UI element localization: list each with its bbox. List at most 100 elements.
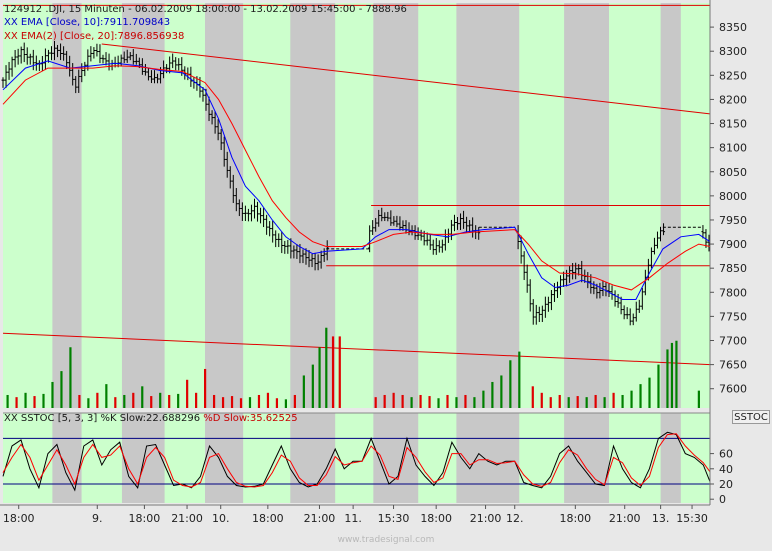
stochastic-panel-tag[interactable]: SSTOC <box>732 410 770 424</box>
price-tick-label: 8000 <box>719 190 747 203</box>
time-tick-label: 18:00 <box>559 512 591 525</box>
volume-bar <box>15 397 18 408</box>
volume-bar <box>401 394 404 408</box>
price-tick-label: 8150 <box>719 118 747 131</box>
stochastic-tick-label: 40 <box>719 463 733 476</box>
watermark: www.tradesignal.com <box>337 535 435 545</box>
volume-bar <box>33 396 36 408</box>
volume-bar <box>383 394 386 408</box>
volume-bar <box>612 392 615 408</box>
volume-bar <box>60 371 63 408</box>
price-tick-label: 8300 <box>719 45 747 58</box>
volume-bar <box>311 364 314 408</box>
session-band <box>121 413 165 503</box>
volume-bar <box>455 397 458 408</box>
volume-bar <box>603 397 606 408</box>
ema20-line <box>2 65 711 291</box>
ema10-legend[interactable]: XX EMA [Close, 10]:7911.709843 <box>4 17 171 28</box>
volume-bar <box>186 379 189 408</box>
volume-bar <box>518 351 521 408</box>
volume-bar <box>204 368 207 408</box>
volume-bar <box>558 394 561 408</box>
volume-bar <box>500 375 503 408</box>
session-band <box>290 3 336 408</box>
volume-bar <box>230 396 234 408</box>
volume-bar <box>239 398 243 408</box>
price-tick-label: 7750 <box>719 310 747 323</box>
stochastic-tick-label: 60 <box>719 448 733 461</box>
volume-bar <box>284 399 287 408</box>
volume-bar <box>331 336 335 408</box>
volume-bar <box>114 397 117 408</box>
trend-line <box>101 43 711 115</box>
volume-bar <box>302 375 305 408</box>
volume-bar <box>6 394 9 408</box>
volume-bar <box>675 340 678 408</box>
price-series <box>1 40 711 326</box>
time-tick-label: 15:30 <box>378 512 410 525</box>
volume-bar <box>437 398 440 408</box>
volume-bar <box>168 394 171 408</box>
volume-bar <box>123 394 126 408</box>
volume-bar <box>51 381 54 408</box>
volume-bar <box>657 364 660 408</box>
volume-bar <box>419 394 422 408</box>
volume-bar <box>549 397 552 408</box>
volume-bars <box>6 327 700 408</box>
volume-bar <box>275 398 279 408</box>
trend-lines <box>2 4 711 366</box>
time-tick-label: 21:00 <box>609 512 641 525</box>
volume-bar <box>221 397 225 408</box>
volume-bar <box>639 384 642 408</box>
volume-bar <box>509 360 512 408</box>
volume-bar <box>482 390 485 408</box>
volume-bar <box>42 393 45 408</box>
session-band <box>52 413 82 503</box>
time-tick-label: 21:00 <box>304 512 336 525</box>
volume-bar <box>666 349 669 408</box>
volume-bar <box>648 377 651 408</box>
volume-bar <box>159 392 162 408</box>
time-tick-label: 18:00 <box>129 512 161 525</box>
volume-bar <box>567 397 570 408</box>
volume-bar <box>392 392 395 408</box>
stochastic-legend[interactable]: XX SSTOC [5, 3, 3] %K Slow:22.688296 %D … <box>4 413 298 425</box>
price-tick-label: 8050 <box>719 166 747 179</box>
time-tick-label: 12. <box>506 512 524 525</box>
price-tick-label: 8100 <box>719 142 747 155</box>
session-band <box>564 413 609 503</box>
price-tick-label: 7600 <box>719 383 747 396</box>
volume-bar <box>410 397 413 408</box>
volume-bar <box>87 398 90 408</box>
price-tick-label: 7950 <box>719 214 747 227</box>
volume-bar <box>212 394 216 408</box>
ema20-legend[interactable]: XX EMA(2) [Close, 20]:7896.856938 <box>4 31 185 42</box>
session-band <box>456 413 520 503</box>
time-tick-label: 21:00 <box>171 512 203 525</box>
session-band <box>121 3 165 408</box>
session-band <box>660 413 681 503</box>
volume-bar <box>473 397 476 408</box>
volume-bar <box>293 394 296 408</box>
time-tick-label: 13. <box>652 512 670 525</box>
price-tick-label: 7800 <box>719 286 747 299</box>
volume-bar <box>105 384 108 408</box>
volume-bar <box>24 392 27 408</box>
price-tick-label: 8200 <box>719 93 747 106</box>
volume-bar <box>576 396 579 408</box>
volume-bar <box>697 390 700 408</box>
volume-bar <box>69 347 72 408</box>
chart-title: 124912 .DJI, 15 Minuten - 06.02.2009 18:… <box>4 4 407 15</box>
stochastic-tick-label: 0 <box>719 493 726 506</box>
volume-bar <box>531 386 534 408</box>
volume-bar <box>594 394 597 408</box>
volume-bar <box>325 327 328 408</box>
volume-bar <box>96 392 99 408</box>
stochastic-lines <box>2 412 772 492</box>
price-tick-label: 7650 <box>719 359 747 372</box>
volume-bar <box>446 394 449 408</box>
volume-bar <box>464 394 467 408</box>
stochastic-d-line <box>2 433 711 488</box>
